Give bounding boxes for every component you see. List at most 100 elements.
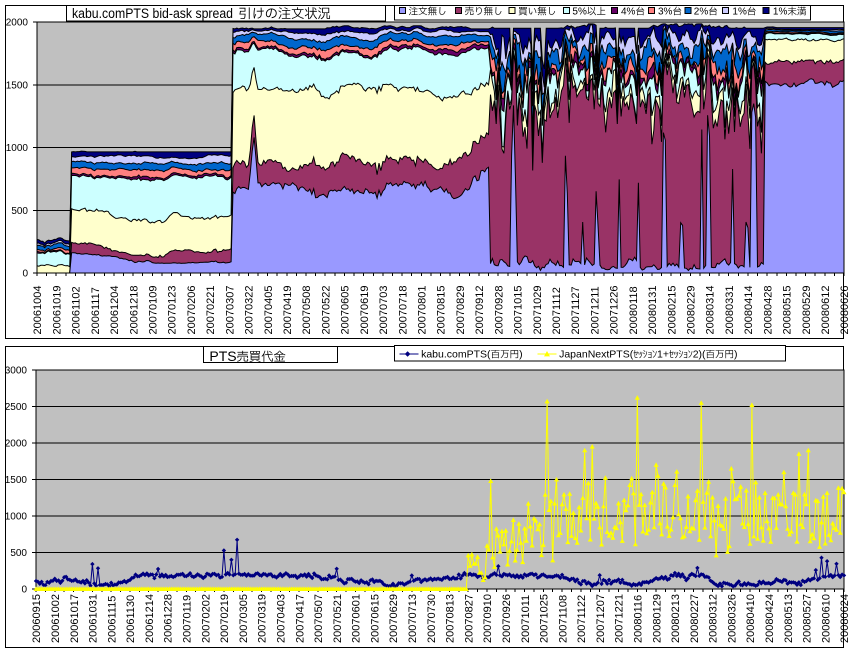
svg-text:20080312: 20080312 — [708, 594, 720, 643]
svg-text:20080213: 20080213 — [670, 594, 682, 643]
svg-text:20071207: 20071207 — [595, 594, 607, 643]
svg-text:500: 500 — [10, 548, 27, 559]
svg-text:20080326: 20080326 — [727, 594, 739, 643]
svg-text:2%: 2% — [694, 7, 709, 18]
svg-text:20061115: 20061115 — [106, 596, 118, 643]
svg-text:20080428: 20080428 — [762, 286, 774, 335]
svg-text:20061102: 20061102 — [71, 286, 83, 334]
svg-text:20071025: 20071025 — [539, 594, 551, 643]
svg-text:20071015: 20071015 — [513, 286, 525, 335]
svg-text:2500: 2500 — [5, 402, 28, 413]
svg-text:20070912: 20070912 — [474, 286, 486, 335]
svg-text:2)(: 2)( — [693, 349, 706, 361]
svg-text:): ) — [519, 349, 523, 361]
svg-text:20061017: 20061017 — [69, 594, 81, 643]
svg-text:20071226: 20071226 — [609, 286, 621, 335]
svg-text:1000: 1000 — [5, 512, 28, 523]
svg-text:20070119: 20070119 — [182, 595, 194, 643]
svg-text:20070307: 20070307 — [224, 286, 236, 335]
svg-text:20080414: 20080414 — [743, 286, 755, 335]
svg-text:20070730: 20070730 — [426, 594, 438, 643]
svg-text:20070319: 20070319 — [257, 594, 269, 643]
svg-text:20080527: 20080527 — [802, 594, 814, 643]
svg-text:20080513: 20080513 — [783, 594, 795, 643]
svg-text:20070521: 20070521 — [332, 594, 344, 643]
svg-text:20071108: 20071108 — [557, 595, 569, 643]
svg-text:1000: 1000 — [6, 143, 29, 154]
svg-text:20070629: 20070629 — [388, 594, 400, 643]
svg-text:20070718: 20070718 — [397, 286, 409, 335]
svg-text:20061031: 20061031 — [88, 594, 100, 643]
svg-text:20061214: 20061214 — [144, 594, 156, 643]
svg-text:20061204: 20061204 — [109, 286, 121, 335]
svg-text:20070815: 20070815 — [436, 286, 448, 335]
svg-text:20070928: 20070928 — [493, 286, 505, 335]
svg-text:20080118: 20080118 — [628, 286, 640, 334]
svg-text:20070615: 20070615 — [369, 594, 381, 643]
svg-text:20061004: 20061004 — [32, 286, 44, 335]
svg-text:20070703: 20070703 — [378, 286, 390, 335]
svg-text:20061130: 20061130 — [125, 595, 137, 643]
svg-text:20080626: 20080626 — [839, 286, 850, 335]
svg-text:20061218: 20061218 — [128, 286, 140, 335]
svg-text:20070801: 20070801 — [417, 286, 429, 335]
svg-text:20071211: 20071211 — [589, 286, 601, 334]
svg-text:20070109: 20070109 — [148, 286, 160, 335]
svg-text:1+: 1+ — [657, 349, 669, 361]
svg-text:20070713: 20070713 — [407, 594, 419, 643]
svg-text:PTS: PTS — [209, 348, 236, 364]
svg-text:20070405: 20070405 — [263, 286, 275, 335]
svg-text:20080129: 20080129 — [651, 594, 663, 643]
svg-text:kabu.comPTS bid-ask spread: kabu.comPTS bid-ask spread — [72, 6, 233, 21]
svg-text:500: 500 — [11, 206, 28, 217]
svg-text:2000: 2000 — [5, 439, 28, 450]
svg-text:20070322: 20070322 — [244, 286, 256, 335]
svg-text:20080229: 20080229 — [686, 286, 698, 335]
svg-text:20071112: 20071112 — [551, 287, 563, 334]
svg-text:20061117: 20061117 — [90, 287, 102, 334]
svg-text:20080612: 20080612 — [820, 286, 832, 335]
svg-text:20080116: 20080116 — [633, 595, 645, 643]
svg-text:): ) — [734, 349, 738, 361]
svg-text:20070305: 20070305 — [238, 594, 250, 643]
svg-text:20061019: 20061019 — [51, 286, 63, 335]
svg-text:20070522: 20070522 — [320, 286, 332, 335]
svg-text:20070123: 20070123 — [167, 286, 179, 335]
svg-text:20070417: 20070417 — [294, 594, 306, 643]
svg-text:20070202: 20070202 — [200, 594, 212, 643]
svg-text:20070619: 20070619 — [359, 286, 371, 335]
svg-text:20080610: 20080610 — [820, 594, 832, 643]
svg-text:0: 0 — [22, 269, 28, 280]
svg-text:20080410: 20080410 — [745, 594, 757, 643]
svg-text:20060915: 20060915 — [31, 594, 43, 643]
svg-text:20071011: 20071011 — [520, 595, 532, 643]
svg-text:20070221: 20070221 — [205, 286, 217, 335]
svg-text:1%: 1% — [773, 7, 788, 18]
svg-text:20071122: 20071122 — [576, 595, 588, 643]
svg-text:3000: 3000 — [5, 366, 28, 377]
svg-text:20070605: 20070605 — [340, 286, 352, 335]
svg-text:JapanNextPTS(: JapanNextPTS( — [559, 349, 634, 361]
svg-text:20070926: 20070926 — [501, 594, 513, 643]
svg-text:20071127: 20071127 — [570, 286, 582, 334]
svg-text:20061228: 20061228 — [163, 594, 175, 643]
svg-text:20070206: 20070206 — [186, 286, 198, 335]
svg-text:20070827: 20070827 — [463, 594, 475, 643]
svg-text:20070508: 20070508 — [301, 286, 313, 335]
svg-text:kabu.comPTS(: kabu.comPTS( — [421, 349, 491, 361]
svg-text:1500: 1500 — [5, 475, 28, 486]
svg-text:20080624: 20080624 — [839, 594, 850, 643]
svg-text:20061002: 20061002 — [50, 594, 62, 643]
svg-text:20080331: 20080331 — [724, 286, 736, 335]
svg-text:20070403: 20070403 — [276, 594, 288, 643]
svg-text:20080227: 20080227 — [689, 594, 701, 643]
svg-text:4%: 4% — [621, 7, 636, 18]
svg-text:20080529: 20080529 — [801, 286, 813, 335]
svg-text:20070910: 20070910 — [482, 594, 494, 643]
svg-text:20070829: 20070829 — [455, 286, 467, 335]
svg-text:20080515: 20080515 — [782, 286, 794, 335]
svg-text:20080424: 20080424 — [764, 594, 776, 643]
svg-text:20071029: 20071029 — [532, 286, 544, 335]
svg-text:20080215: 20080215 — [666, 286, 678, 335]
svg-text:2000: 2000 — [6, 18, 29, 29]
